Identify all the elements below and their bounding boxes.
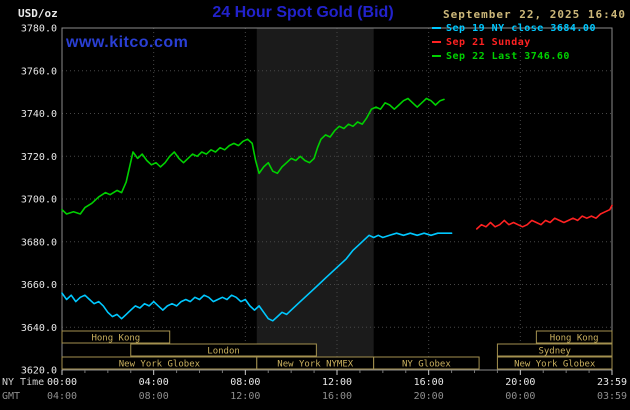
session-box (130, 343, 317, 357)
y-axis-tick-label: 3680.0 (21, 237, 57, 248)
gmt-tick-label: 12:00 (230, 391, 260, 402)
ny-time-axis-label: NY Time (2, 377, 44, 388)
ny-time-tick-label: 20:00 (505, 377, 535, 388)
y-axis-tick-label: 3660.0 (21, 280, 57, 291)
series-line-sep-21-sunday (475, 204, 613, 230)
y-axis-tick-label: 3740.0 (21, 109, 57, 120)
gmt-tick-label: 16:00 (322, 391, 352, 402)
session-box (535, 330, 613, 344)
ny-time-tick-label: 16:00 (414, 377, 444, 388)
y-axis-tick-label: 3780.0 (21, 24, 57, 35)
series-line-sep-19-ny-close (61, 232, 453, 322)
legend-dash-icon (432, 27, 441, 29)
session-label: Sydney (538, 347, 571, 357)
legend-label: Sep 22 Last 3746.60 (446, 50, 570, 62)
session-label: London (207, 347, 240, 357)
series-line-sep-22-last (61, 97, 445, 215)
ny-time-tick-label: 23:59 (597, 377, 627, 388)
y-axis-tick-label: 3720.0 (21, 152, 57, 163)
session-label: NY Globex (402, 360, 451, 370)
ny-time-tick-label: 08:00 (230, 377, 260, 388)
session-label: New York NYMEX (277, 360, 353, 370)
y-axis-tick-label: 3760.0 (21, 66, 57, 77)
session-box (373, 356, 480, 370)
legend-dash-icon (432, 41, 441, 43)
datetime-label: September 22, 2025 16:40 (443, 8, 626, 21)
chart-title: 24 Hour Spot Gold (Bid) (212, 4, 394, 21)
session-label: Hong Kong (550, 334, 599, 344)
legend-item: Sep 21 Sunday (432, 35, 596, 49)
legend-dash-icon (432, 55, 441, 57)
legend: Sep 19 NY close 3684.00 Sep 21 Sunday Sep … (432, 21, 596, 63)
legend-label: Sep 21 Sunday (446, 36, 531, 48)
gmt-axis-label: GMT (2, 391, 20, 402)
gmt-tick-label: 03:59 (597, 391, 627, 402)
y-axis-tick-label: 3620.0 (21, 366, 57, 377)
kitco-watermark-link[interactable]: www.kitco.com (66, 34, 189, 51)
gmt-tick-label: 20:00 (414, 391, 444, 402)
gmt-tick-label: 04:00 (47, 391, 77, 402)
session-box (496, 343, 613, 357)
session-box (61, 330, 171, 344)
legend-item: Sep 19 NY close 3684.00 (432, 21, 596, 35)
gmt-tick-label: 00:00 (505, 391, 535, 402)
legend-item: Sep 22 Last 3746.60 (432, 49, 596, 63)
ny-time-tick-label: 04:00 (139, 377, 169, 388)
y-axis-tick-label: 3700.0 (21, 195, 57, 206)
session-label: Hong Kong (91, 334, 140, 344)
gmt-tick-label: 08:00 (139, 391, 169, 402)
session-label: New York Globex (514, 360, 596, 370)
session-box (496, 356, 613, 370)
session-label: New York Globex (119, 360, 201, 370)
units-label: USD/oz (18, 7, 58, 20)
ny-time-tick-label: 00:00 (47, 377, 77, 388)
y-axis-tick-label: 3640.0 (21, 323, 57, 334)
ny-time-tick-label: 12:00 (322, 377, 352, 388)
legend-label: Sep 19 NY close 3684.00 (446, 22, 596, 34)
